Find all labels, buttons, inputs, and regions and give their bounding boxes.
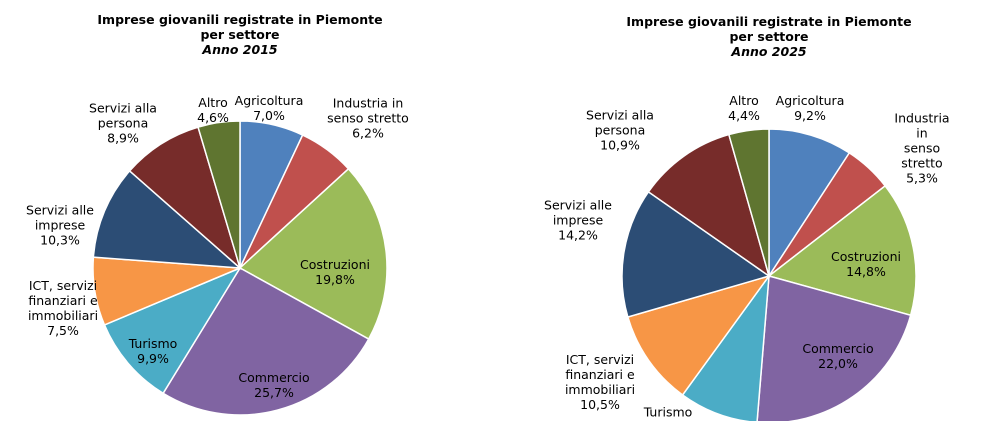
slice-label: Costruzioni 14,8% [831,249,901,279]
pie-slice [128,126,242,271]
slice-category: ICT, servizi finanziari e immobiliari [564,352,636,397]
slice-label: ICT, servizi finanziari e immobiliari 10,… [565,352,635,412]
slice-value-label: 14,2% [558,227,598,243]
chart-title-text: Imprese giovanili registrate in Piemonte… [626,14,912,44]
slice-label: Servizi alla persona 10,9% [586,108,654,153]
slice-label: Costruzioni 19,8% [300,257,370,287]
slice-label: Servizi alle imprese 10,3% [26,203,94,248]
slice-label: Agricoltura 7,0% [235,93,304,123]
slice-category: Turismo [128,336,178,351]
slice-value-label: 10,9% [600,137,640,153]
slice-category: Costruzioni [831,249,901,264]
pie-slice [727,128,770,277]
slice-value-label: 9,2% [794,108,826,123]
pie-slice [768,128,851,279]
slice-value-label: 14,8% [846,264,886,279]
pie-slice [626,274,771,396]
slice-label: Commercio 22,0% [802,341,873,371]
slice-category: Servizi alla persona [89,100,157,131]
slice-value-label: 7,5% [47,323,79,338]
slice-category: ICT, servizi finanziari e immobiliari [27,278,99,323]
pie-slice [103,266,242,395]
slice-category: Agricoltura [775,93,845,108]
slice-label: Turismo 9,9% [129,336,178,366]
slice-value-label: 5,3% [906,170,938,186]
pie-slice [621,190,771,318]
slice-value-label: 8,9% [107,130,139,146]
pie-slice [767,184,917,317]
pie-slice [162,266,370,416]
slice-category: Servizi alle imprese [544,197,612,228]
chart-title: Imprese giovanili registrate in Piemonte… [569,14,969,59]
slice-label: Servizi alla persona 8,9% [89,101,157,146]
slice-value-label: 4,6% [197,110,229,125]
slice-category: Agricoltura [234,93,304,108]
slice-value-label: 19,8% [315,272,355,287]
pie-slice [197,120,241,269]
slice-label: Industria in senso stretto 6,2% [327,96,409,141]
slice-category: Industria in senso stretto [327,95,409,126]
slice-value-label: 7,0% [253,108,285,123]
slice-label: Servizi alle imprese 14,2% [544,198,612,243]
slice-category: Commercio [238,370,310,385]
slice-category: Costruzioni [300,257,370,272]
slice-value-label: 25,7% [254,385,294,400]
slice-category: Servizi alle imprese [26,202,94,233]
slice-category: Industria in senso stretto [894,110,950,171]
slice-category: Servizi alla persona [586,107,654,138]
slice-value-label: 9,9% [137,351,169,366]
slice-category: Turismo [643,404,693,420]
pie-slice [92,169,243,269]
slice-value-label: 22,0% [818,356,858,371]
slice-value-label: 6,2% [352,125,384,141]
slice-label: Altro 4,4% [728,93,760,123]
chart-title: Imprese giovanili registrate in Piemonte… [40,12,440,57]
slice-value-label: 10,5% [580,397,620,412]
slice-label: Agricoltura 9,2% [776,93,845,123]
slice-category: Altro [729,93,759,108]
pie-slice [756,275,912,421]
slice-label: Turismo [644,405,693,420]
slice-value-label: 4,4% [728,108,760,123]
slice-category: Commercio [802,341,874,356]
slice-label: Industria in senso stretto 5,3% [892,111,952,186]
slice-value-label: 10,3% [40,232,80,248]
chart-subtitle: Anno 2015 [202,42,278,57]
chart-subtitle: Anno 2025 [731,44,807,59]
slice-label: Altro 4,6% [197,95,229,125]
slice-label: Commercio 25,7% [238,370,309,400]
pie-slice [238,167,388,341]
chart-title-text: Imprese giovanili registrate in Piemonte… [97,12,383,42]
slice-label: ICT, servizi finanziari e immobiliari 7,5… [28,278,98,338]
slice-category: Altro [198,95,228,110]
